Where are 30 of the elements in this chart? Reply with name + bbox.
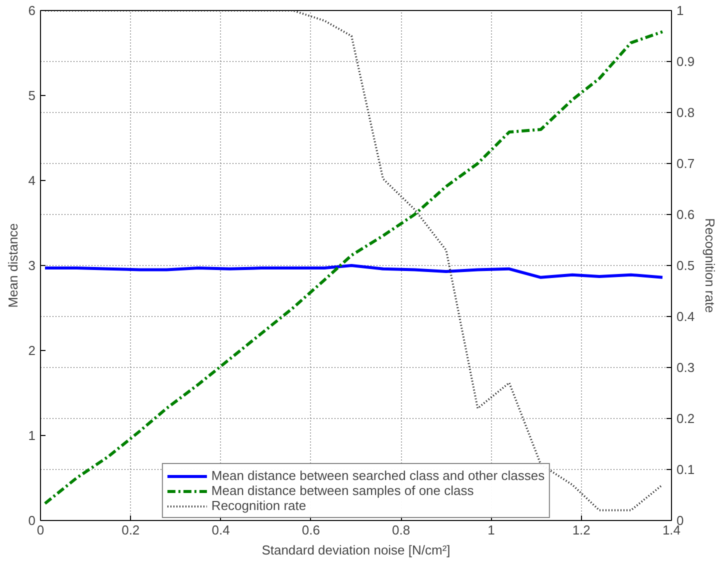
y2-tick-label: 0.1 [676, 462, 695, 477]
legend-label: Mean distance between samples of one class [211, 483, 474, 498]
y2-tick-label: 0.4 [676, 309, 695, 324]
x-tick-label: 0.6 [302, 522, 320, 538]
line-series [44, 264, 664, 279]
legend-label: Mean distance between searched class and other classes [211, 468, 545, 483]
y2-tick-label: 0.3 [676, 360, 695, 375]
x-tick-label: 0.2 [122, 522, 140, 538]
y-tick-label: 2 [28, 343, 36, 358]
y-tick-label: 3 [28, 258, 36, 273]
y-tick-label: 4 [28, 173, 36, 188]
y-tick-label: 5 [28, 88, 36, 103]
x-tick-label: 1 [488, 522, 495, 538]
y2-tick-label: 0.6 [676, 207, 695, 222]
y2-tick-label: 0.2 [676, 411, 695, 426]
legend-label: Recognition rate [211, 498, 306, 513]
y2-tick-label: 0.7 [676, 156, 695, 171]
y-tick-label: 0 [28, 513, 36, 528]
x-tick-label: 0.8 [392, 522, 410, 538]
y2-tick-label: 0.5 [676, 258, 695, 273]
y2-tick-label: 0.8 [676, 105, 695, 120]
y2-tick-label: 1 [676, 3, 684, 18]
x-tick-label: 0.4 [212, 522, 230, 538]
y2-axis-title: Recognition rate [702, 218, 718, 313]
x-tick-label: 1.2 [572, 522, 590, 538]
x-axis-title: Standard deviation noise [N/cm²] [262, 542, 450, 558]
y-tick-label: 1 [28, 428, 36, 443]
y-tick-label: 6 [28, 3, 36, 18]
y2-tick-label: 0.9 [676, 54, 695, 69]
y-axis-title: Mean distance [5, 223, 20, 308]
